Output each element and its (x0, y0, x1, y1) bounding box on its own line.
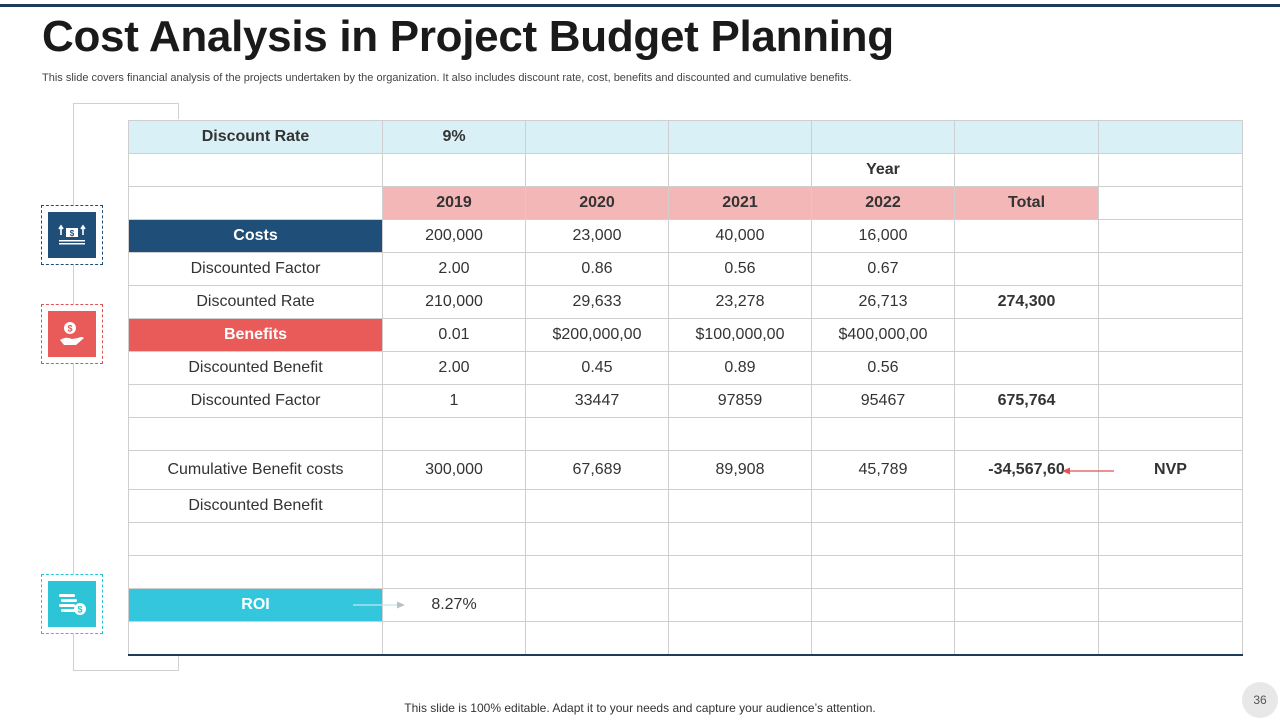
table-cell (954, 318, 1099, 352)
table-row: Cumulative Benefit costs 300,000 67,689 … (128, 450, 1243, 490)
discount-rate-row: Discount Rate 9% (128, 120, 1243, 154)
table-cell: 0.56 (811, 351, 955, 385)
discount-rate-value: 9% (382, 120, 526, 154)
table-cell (954, 351, 1099, 385)
table-cell: 200,000 (382, 219, 526, 253)
table-row: Discounted Factor 2.00 0.86 0.56 0.67 (128, 252, 1243, 286)
table-row: Discounted Rate 210,000 29,633 23,278 26… (128, 285, 1243, 319)
table-row: Discounted Factor 1 33447 97859 95467 67… (128, 384, 1243, 418)
top-rule (0, 4, 1280, 7)
table-cell: $400,000,00 (811, 318, 955, 352)
table-cell: 0.86 (525, 252, 669, 286)
header-2021: 2021 (668, 186, 812, 220)
header-2019: 2019 (382, 186, 526, 220)
money-up-icon: $ (58, 224, 86, 245)
money-hand-icon: $ (60, 322, 84, 345)
empty-row (128, 555, 1243, 589)
empty-row (128, 621, 1243, 656)
table-cell: 23,278 (668, 285, 812, 319)
table-cell: 89,908 (668, 450, 812, 490)
roi-row: ROI 8.27% (128, 588, 1243, 622)
svg-text:$: $ (70, 229, 75, 238)
table-cell (954, 252, 1099, 286)
header-2020: 2020 (525, 186, 669, 220)
total-cell: 675,764 (954, 384, 1099, 418)
table-cell: 2.00 (382, 252, 526, 286)
table-cell: 29,633 (525, 285, 669, 319)
table-cell: 210,000 (382, 285, 526, 319)
row-label: Discounted Benefit (128, 351, 383, 385)
header-2022: 2022 (811, 186, 955, 220)
total-cell: 274,300 (954, 285, 1099, 319)
benefits-icon-box: $ (41, 304, 103, 364)
discount-rate-label: Discount Rate (128, 120, 383, 154)
table-cell: 23,000 (525, 219, 669, 253)
row-label: Discounted Factor (128, 384, 383, 418)
header-row: 2019 2020 2021 2022 Total (128, 186, 1243, 220)
table-row: Discounted Benefit (128, 489, 1243, 523)
footer-note: This slide is 100% editable. Adapt it to… (404, 701, 876, 715)
nvp-arrow-icon (1062, 467, 1114, 475)
roi-value: 8.27% (382, 588, 526, 622)
year-label: Year (811, 153, 955, 187)
table-cell: 67,689 (525, 450, 669, 490)
table-cell: 300,000 (382, 450, 526, 490)
table-cell: 0.89 (668, 351, 812, 385)
table-row: Benefits 0.01 $200,000,00 $100,000,00 $4… (128, 318, 1243, 352)
row-label: Discounted Factor (128, 252, 383, 286)
table-cell: 33447 (525, 384, 669, 418)
row-label: Discounted Rate (128, 285, 383, 319)
header-total: Total (954, 186, 1099, 220)
table-cell (954, 219, 1099, 253)
slide-subtitle: This slide covers financial analysis of … (42, 72, 852, 84)
benefits-label: Benefits (128, 318, 383, 352)
page-number: 36 (1242, 682, 1278, 718)
svg-text:$: $ (77, 605, 82, 615)
table-cell: 40,000 (668, 219, 812, 253)
table-cell: $200,000,00 (525, 318, 669, 352)
empty-row (128, 522, 1243, 556)
slide-title: Cost Analysis in Project Budget Planning (42, 12, 894, 61)
table-row: Discounted Benefit 2.00 0.45 0.89 0.56 (128, 351, 1243, 385)
roi-label: ROI (128, 588, 383, 622)
table-row: Costs 200,000 23,000 40,000 16,000 (128, 219, 1243, 253)
costs-label: Costs (128, 219, 383, 253)
table-cell: 0.01 (382, 318, 526, 352)
table-cell: 95467 (811, 384, 955, 418)
nvp-total-cell: -34,567,60 (954, 450, 1099, 490)
svg-text:$: $ (67, 324, 72, 334)
roi-icon-box: $ (41, 574, 103, 634)
table-cell: $100,000,00 (668, 318, 812, 352)
table-cell: 45,789 (811, 450, 955, 490)
table-cell: 2.00 (382, 351, 526, 385)
table-cell: 1 (382, 384, 526, 418)
table-cell: 16,000 (811, 219, 955, 253)
nvp-label: NVP (1098, 450, 1243, 490)
side-bracket (73, 103, 179, 671)
table-cell: 0.45 (525, 351, 669, 385)
roi-arrow-icon (353, 601, 405, 609)
year-label-row: Year (128, 153, 1243, 187)
empty-row (128, 417, 1243, 451)
coin-stack-icon: $ (59, 594, 86, 615)
budget-table: Discount Rate 9% Year 2019 2020 2021 202… (128, 120, 1243, 656)
row-label: Cumulative Benefit costs (128, 450, 383, 490)
table-cell: 0.56 (668, 252, 812, 286)
table-cell: 97859 (668, 384, 812, 418)
table-cell: 0.67 (811, 252, 955, 286)
table-cell: 26,713 (811, 285, 955, 319)
costs-icon-box: $ (41, 205, 103, 265)
row-label: Discounted Benefit (128, 489, 383, 523)
